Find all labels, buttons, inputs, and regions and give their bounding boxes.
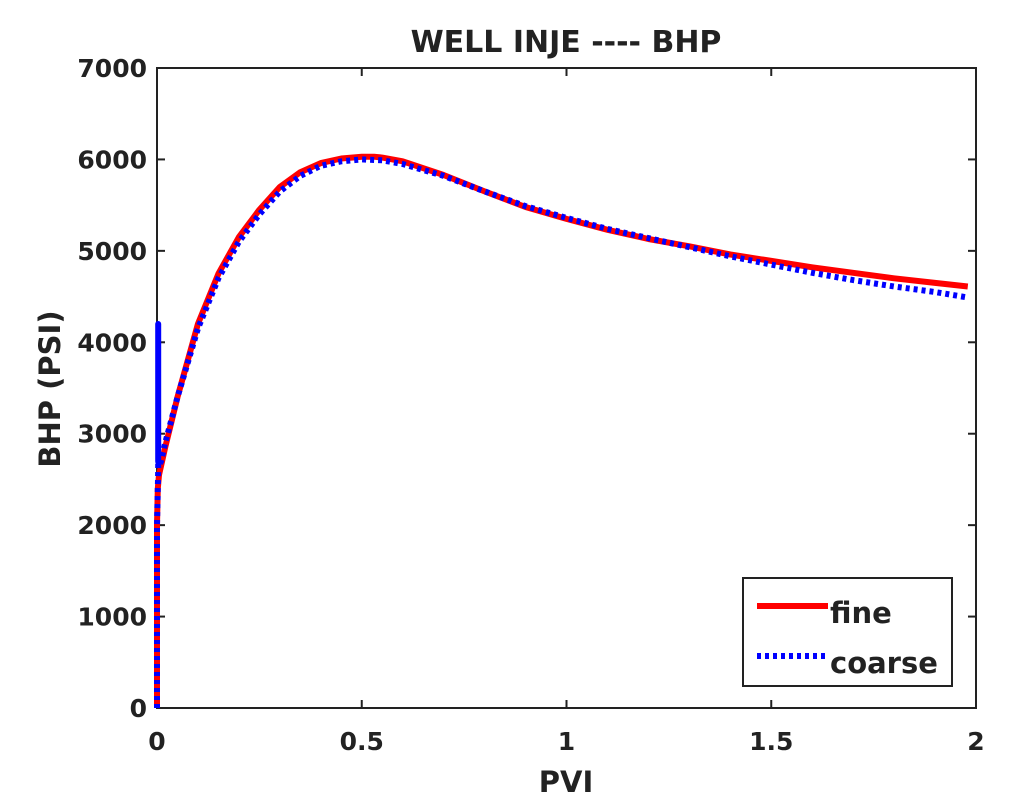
x-axis-label: PVI (539, 765, 594, 799)
x-tick-label: 1.5 (749, 727, 793, 756)
x-tick-label: 1 (558, 727, 575, 756)
y-tick-label: 0 (130, 694, 147, 723)
x-tick-label: 2 (967, 727, 984, 756)
legend-label-coarse: coarse (830, 646, 938, 680)
y-tick-label: 5000 (77, 237, 147, 266)
chart-title: WELL INJE ---- BHP (411, 25, 722, 60)
y-tick-label: 3000 (77, 420, 147, 449)
x-tick-label: 0.5 (340, 727, 384, 756)
y-tick-label: 6000 (77, 145, 147, 174)
y-axis-label: BHP (PSI) (33, 310, 67, 467)
y-tick-label: 2000 (77, 511, 147, 540)
legend-box (742, 577, 953, 687)
legend-label-fine: fine (830, 596, 892, 630)
x-tick-label: 0 (148, 727, 165, 756)
series-line-coarse (154, 156, 969, 708)
y-tick-label: 4000 (77, 328, 147, 357)
y-tick-label: 7000 (77, 54, 147, 83)
legend: fine coarse (742, 577, 953, 687)
plot-area: 0 0.5 1 1.5 2 0 1000 2000 3000 4000 5000 6000 7000 (77, 54, 984, 756)
y-tick-label: 1000 (77, 603, 147, 632)
